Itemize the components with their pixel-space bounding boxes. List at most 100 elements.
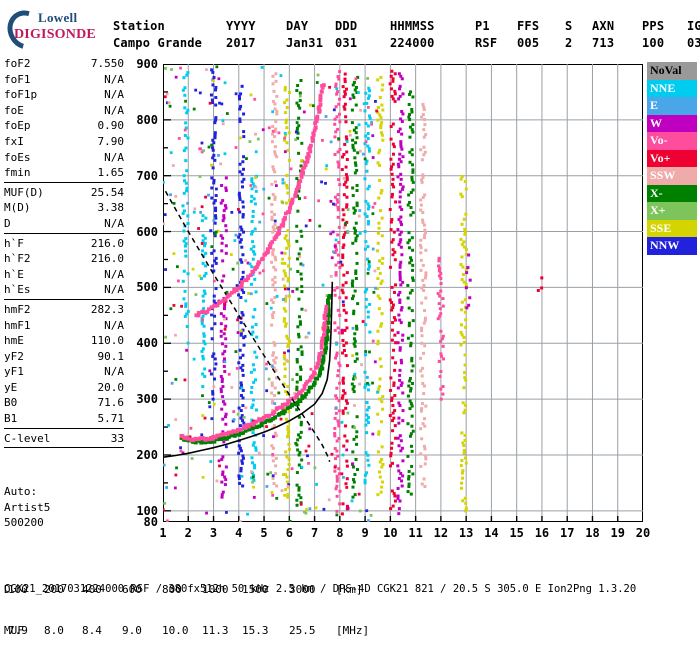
param-value: 216.0	[90, 236, 124, 250]
header-label-5: P1	[475, 19, 490, 33]
param-value: 1.65	[97, 166, 125, 180]
param-value: 7.90	[97, 134, 125, 148]
legend-item-w[interactable]: W	[647, 114, 697, 132]
y-tick-700: 700	[136, 168, 158, 183]
legend-item-nnw[interactable]: NNW	[647, 237, 697, 255]
x-tick-6: 6	[285, 526, 293, 540]
x-tick-12: 12	[433, 526, 449, 540]
param-row-hmf1: hmF1 N/A	[4, 318, 124, 334]
muf-1: 8.0	[44, 623, 64, 637]
muf-6: 15.3	[242, 623, 269, 637]
file-credit-line: CGK21_2017031224000.RSF / 380fx512h 50 k…	[4, 583, 637, 595]
header-label-3: DDD	[335, 19, 358, 33]
param-group-3: hmF2 282.3 hmF1 N/A hmE 110.0 yF2 90.1 yF1 N/A yE 2…	[4, 302, 124, 429]
header-label-10: IGA	[687, 19, 700, 33]
param-key: hmF2	[4, 302, 31, 316]
legend-item-noval[interactable]: NoVal	[647, 62, 697, 80]
param-key: B0	[4, 396, 18, 410]
header-value-2: Jan31	[286, 36, 324, 50]
header-value-7: 2	[565, 36, 573, 50]
param-value: 110.0	[90, 334, 124, 348]
param-row-c-level: C-level 33	[4, 431, 124, 447]
param-value: 282.3	[90, 302, 124, 316]
legend-item-ssw[interactable]: SSW	[647, 167, 697, 185]
ionogram-parameters-panel: foF2 7.550 foF1 N/A foF1p N/A foE N/A foEp 0.90 fx…	[4, 56, 124, 450]
param-value: 90.1	[97, 349, 125, 363]
header-value-10: 03+	[687, 36, 700, 50]
legend-item-vo[interactable]: Vo-	[647, 132, 697, 150]
legend-item-sse[interactable]: SSE	[647, 219, 697, 237]
distance-2: 400	[82, 583, 102, 596]
param-value: N/A	[104, 150, 124, 164]
distance-1: 200	[44, 583, 64, 596]
distance-unit: [km]	[336, 583, 363, 596]
x-tick-14: 14	[484, 526, 499, 540]
muf-5: 11.3	[202, 623, 229, 637]
param-value: 3.38	[97, 201, 125, 215]
param-value: N/A	[104, 216, 124, 230]
muf-unit: [MHz]	[336, 623, 370, 637]
legend-item-nne[interactable]: NNE	[647, 79, 697, 97]
x-tick-15: 15	[509, 526, 524, 540]
x-tick-4: 4	[235, 526, 243, 540]
chart-line	[164, 190, 331, 462]
logo-digisonde-text: DIGISONDE	[14, 27, 96, 42]
param-group-0: foF2 7.550 foF1 N/A foF1p N/A foE N/A foEp 0.90 fx…	[4, 56, 124, 183]
ionogram-plot[interactable]	[163, 64, 643, 522]
y-tick-500: 500	[136, 280, 158, 295]
header-label-9: PPS	[642, 19, 665, 33]
param-value: N/A	[104, 283, 124, 297]
legend-item-vo[interactable]: Vo+	[647, 149, 697, 167]
param-row-h-f: h`F 216.0	[4, 236, 124, 252]
param-key: fmin	[4, 166, 31, 180]
x-tick-8: 8	[336, 526, 344, 540]
header-value-0: Campo Grande	[113, 36, 203, 50]
legend-item-x[interactable]: X-	[647, 184, 697, 202]
plot-data-layer	[163, 65, 544, 522]
x-tick-9: 9	[361, 526, 369, 540]
param-value: N/A	[104, 88, 124, 102]
distance-0: 100	[8, 583, 28, 596]
param-key: D	[4, 216, 11, 230]
param-key: foE	[4, 103, 24, 117]
ionogram-page: Lowell DIGISONDE Station YYYY DAY DDD HHMMSS…	[0, 3, 700, 637]
param-row-fmin: fmin 1.65	[4, 165, 124, 181]
muf-0: 7.9	[8, 623, 28, 637]
distance-6: 1500	[242, 583, 269, 596]
param-row-fof2: foF2 7.550	[4, 56, 124, 72]
header-label-6: FFS	[517, 19, 540, 33]
x-tick-20: 20	[635, 526, 651, 540]
y-tick-300: 300	[136, 392, 158, 407]
x-tick-18: 18	[585, 526, 600, 540]
param-row-h-es: h`Es N/A	[4, 282, 124, 298]
auto-method: Artist5	[4, 500, 51, 514]
param-key: B1	[4, 412, 18, 426]
muf-4: 10.0	[162, 623, 189, 637]
header-value-6: 005	[517, 36, 540, 50]
legend-item-e[interactable]: E	[647, 97, 697, 115]
param-key: foEs	[4, 150, 31, 164]
lowell-digisonde-logo: Lowell DIGISONDE	[0, 3, 124, 57]
x-tick-3: 3	[209, 526, 218, 540]
x-tick-11: 11	[408, 526, 423, 540]
param-value: N/A	[104, 72, 124, 86]
param-value: N/A	[104, 365, 124, 379]
y-tick-900: 900	[136, 57, 158, 71]
distance-3: 600	[122, 583, 142, 596]
header-label-7: S	[565, 19, 573, 33]
header-value-9: 100	[642, 36, 665, 50]
param-key: yE	[4, 380, 18, 394]
param-row-b0: B0 71.6	[4, 395, 124, 411]
direction-legend: NoVal NNE E W Vo- Vo+ SSW X- X+ SSE NNW	[647, 62, 697, 255]
header-label-8: AXN	[592, 19, 615, 33]
param-value: N/A	[104, 103, 124, 117]
y-tick-100: 100	[136, 503, 158, 518]
y-tick-200: 200	[136, 447, 158, 462]
distance-5: 1000	[202, 583, 229, 596]
param-key: foF1	[4, 72, 31, 86]
param-key: yF1	[4, 365, 24, 379]
logo-lowell-text: Lowell	[38, 10, 78, 25]
legend-item-x[interactable]: X+	[647, 202, 697, 220]
param-key: h`F2	[4, 252, 31, 266]
param-value: 5.71	[97, 412, 125, 426]
